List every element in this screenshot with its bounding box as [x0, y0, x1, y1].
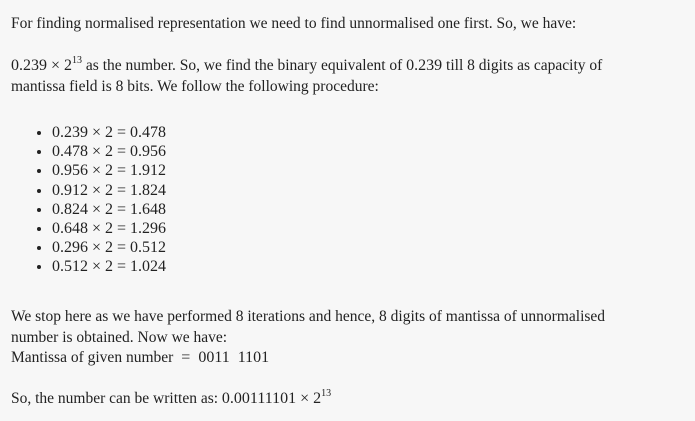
stop-paragraph-line1: We stop here as we have performed 8 iter… [11, 308, 606, 325]
procedure-list: 0.239 × 2 = 0.478 0.478 × 2 = 0.956 0.95… [0, 123, 166, 277]
list-item: 0.956 × 2 = 1.912 [52, 161, 166, 180]
number-statement: 0.239 × 213 as the number. So, we find t… [11, 55, 603, 75]
stop-paragraph-line2: number is obtained. Now we have: [11, 329, 228, 346]
list-item: 0.824 × 2 = 1.648 [52, 200, 166, 219]
list-item: 0.912 × 2 = 1.824 [52, 181, 166, 200]
conclusion: So, the number can be written as: 0.0011… [11, 388, 332, 408]
list-item: 0.239 × 2 = 0.478 [52, 123, 166, 142]
list-item: 0.648 × 2 = 1.296 [52, 219, 166, 238]
mantissa-line: Mantissa of given number = 0011 1101 [11, 349, 270, 366]
number-statement-line2: mantissa field is 8 bits. We follow the … [11, 78, 379, 95]
list-item: 0.296 × 2 = 0.512 [52, 238, 166, 257]
intro-paragraph: For finding normalised representation we… [11, 15, 577, 32]
list-item: 0.512 × 2 = 1.024 [52, 257, 166, 276]
list-item: 0.478 × 2 = 0.956 [52, 142, 166, 161]
number-expression: 0.239 × 213 [11, 55, 83, 75]
